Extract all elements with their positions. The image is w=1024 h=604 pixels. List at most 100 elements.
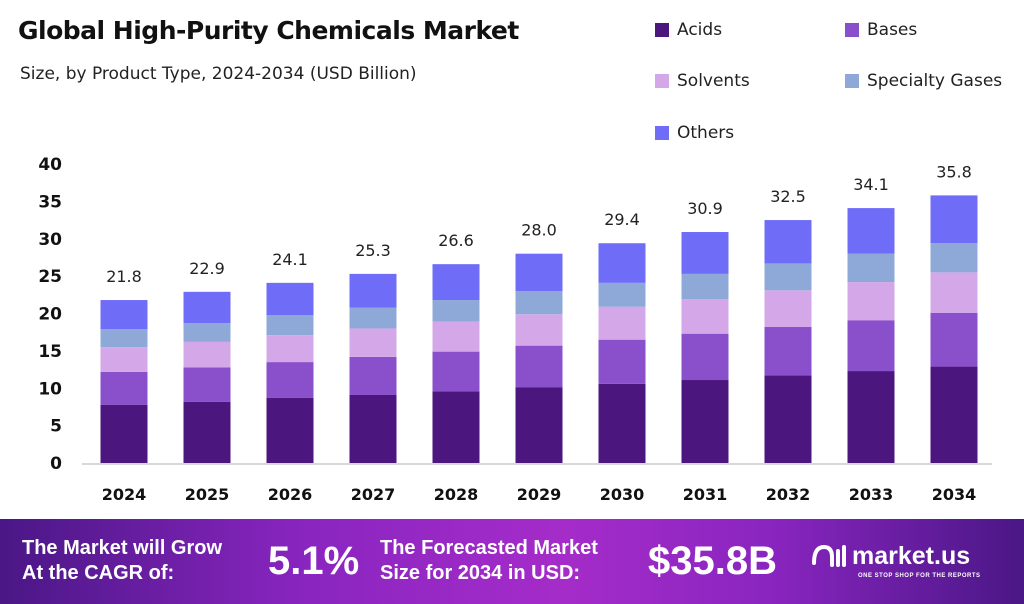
total-label: 26.6	[438, 231, 474, 250]
legend-swatch	[845, 74, 859, 88]
bar-segment-acids	[515, 387, 563, 463]
bar-segment-specialty-gases	[681, 273, 729, 300]
bar-segment-acids	[183, 401, 231, 463]
bar-segment-acids	[266, 397, 314, 463]
forecast-value: $35.8B	[648, 539, 777, 583]
bar-segment-bases	[681, 333, 729, 381]
legend-label: Solvents	[677, 71, 750, 91]
bar-segment-bases	[432, 351, 480, 392]
bar-segment-solvents	[681, 299, 729, 334]
legend-item-acids: Acids	[655, 20, 722, 40]
forecast-label-line1: The Forecasted Market	[380, 537, 598, 559]
total-label: 29.4	[604, 210, 640, 229]
x-tick-label: 2029	[517, 485, 562, 504]
bar-segment-solvents	[930, 272, 978, 313]
x-tick-label: 2028	[434, 485, 479, 504]
bar-segment-specialty-gases	[432, 300, 480, 322]
bar-segment-specialty-gases	[930, 243, 978, 273]
bar-segment-solvents	[266, 335, 314, 363]
cagr-label-line1: The Market will Grow	[22, 537, 223, 559]
bar-segment-acids	[681, 380, 729, 463]
bar-segment-solvents	[598, 306, 646, 340]
bar-segment-others	[100, 300, 148, 330]
bar-segment-acids	[598, 383, 646, 463]
bar-segment-specialty-gases	[100, 329, 148, 348]
x-tick-label: 2031	[683, 485, 728, 504]
total-label: 35.8	[936, 162, 972, 181]
bar-segment-specialty-gases	[515, 291, 563, 315]
bar-segment-bases	[930, 312, 978, 367]
bar-segment-others	[432, 264, 480, 301]
bar-segment-specialty-gases	[266, 314, 314, 336]
market-us-logo: market.us ONE STOP SHOP FOR THE REPORTS	[810, 541, 980, 579]
total-label: 34.1	[853, 175, 889, 194]
total-label: 32.5	[770, 187, 806, 206]
bar-segment-bases	[847, 320, 895, 372]
legend-swatch	[845, 23, 859, 37]
bar-segment-acids	[847, 371, 895, 463]
logo-mark-icon	[812, 544, 846, 567]
bar-segment-others	[349, 273, 397, 308]
legend-label: Others	[677, 123, 735, 143]
legend-swatch	[655, 23, 669, 37]
legend-label: Bases	[867, 20, 918, 40]
total-label: 24.1	[272, 250, 308, 269]
bar-segment-others	[764, 220, 812, 264]
y-tick-label: 25	[38, 267, 62, 287]
bar-segment-bases	[266, 362, 314, 398]
x-tick-label: 2030	[600, 485, 645, 504]
x-tick-label: 2032	[766, 485, 811, 504]
legend-label: Acids	[677, 20, 723, 40]
bar-segment-solvents	[432, 321, 480, 352]
bar-segment-solvents	[847, 282, 895, 321]
bar-segment-bases	[100, 371, 148, 405]
bar-segment-acids	[349, 394, 397, 463]
bar-segment-others	[183, 291, 231, 324]
forecast-label-line2: Size for 2034 in USD:	[380, 562, 581, 584]
bar-segment-solvents	[764, 290, 812, 327]
y-tick-label: 30	[38, 230, 62, 250]
bar-segment-bases	[764, 326, 812, 376]
bar-segment-specialty-gases	[349, 307, 397, 329]
bar-segment-solvents	[183, 341, 231, 368]
total-label: 22.9	[189, 259, 225, 278]
bar-segment-others	[515, 253, 563, 292]
summary-banner: The Market will Grow At the CAGR of: 5.1%…	[0, 519, 1024, 604]
bar-segment-solvents	[349, 328, 397, 357]
y-tick-label: 10	[38, 379, 62, 399]
y-tick-label: 0	[50, 454, 62, 474]
y-tick-label: 15	[38, 342, 62, 362]
x-tick-label: 2034	[932, 485, 977, 504]
chart-subtitle: Size, by Product Type, 2024-2034 (USD Bi…	[20, 64, 417, 84]
cagr-label: The Market will Grow At the CAGR of:	[22, 536, 222, 586]
bar-segment-solvents	[515, 314, 563, 346]
total-label: 21.8	[106, 267, 142, 286]
forecast-label: The Forecasted Market Size for 2034 in US…	[380, 536, 598, 586]
bar-segment-acids	[432, 391, 480, 463]
bar-segment-bases	[598, 339, 646, 384]
chart-title: Global High-Purity Chemicals Market	[18, 16, 519, 45]
cagr-label-line2: At the CAGR of:	[22, 562, 175, 584]
bar-segment-solvents	[100, 347, 148, 372]
bar-segment-others	[847, 208, 895, 254]
bar-segment-acids	[100, 404, 148, 463]
stacked-bar-chart: 051015202530354021.8202422.9202524.12026…	[38, 155, 992, 504]
logo-text: market.us	[852, 541, 971, 570]
logo-tagline: ONE STOP SHOP FOR THE REPORTS	[858, 573, 981, 579]
bar-segment-others	[266, 282, 314, 315]
bar-segment-others	[681, 232, 729, 274]
x-tick-label: 2033	[849, 485, 894, 504]
x-tick-label: 2024	[102, 485, 147, 504]
bar-segment-acids	[930, 366, 978, 463]
bar-segment-specialty-gases	[764, 263, 812, 291]
bar-segment-bases	[183, 367, 231, 402]
total-label: 30.9	[687, 199, 723, 218]
x-tick-label: 2025	[185, 485, 230, 504]
y-tick-label: 40	[38, 155, 62, 175]
bar-segment-acids	[764, 375, 812, 463]
cagr-value: 5.1%	[268, 539, 360, 583]
bar-segment-specialty-gases	[847, 253, 895, 283]
legend-item-specialty-gases: Specialty Gases	[845, 71, 1002, 91]
legend-item-solvents: Solvents	[655, 71, 750, 91]
legend-swatch	[655, 74, 669, 88]
